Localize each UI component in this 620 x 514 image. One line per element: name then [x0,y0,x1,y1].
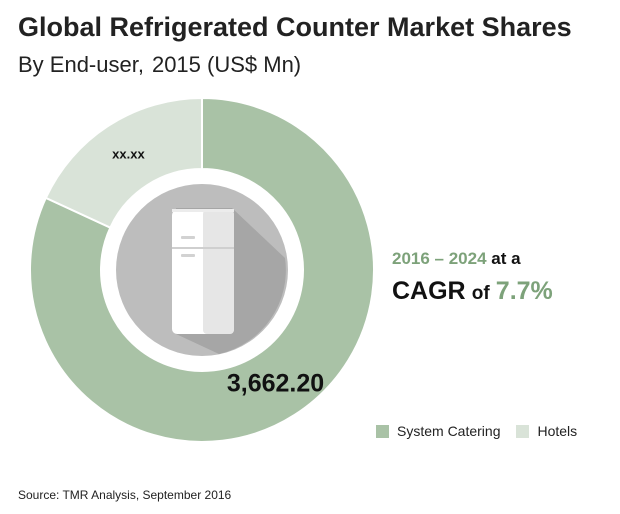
value-labels: 3,662.20 xx.xx [112,146,324,397]
cagr-annotation: 2016 – 2024 at a CAGR of 7.7% [392,248,553,311]
cagr-period: 2016 – 2024 [392,249,487,268]
slice-system-catering [29,96,375,443]
refrigerator-icon [116,184,288,356]
value-label-system-catering: 3,662.20 [227,370,324,398]
cagr-of: of [471,283,490,304]
subtitle-part-1: By End-user, [18,52,144,77]
source-note: Source: TMR Analysis, September 2016 [18,488,232,502]
chart-subtitle: By End-user, 2015 (US$ Mn) [18,52,301,78]
chart-title: Global Refrigerated Counter Market Share… [18,12,572,42]
legend-label-system-catering: System Catering [397,423,501,439]
value-label-hotels: xx.xx [112,146,145,161]
donut-slices [29,96,375,443]
cagr-at-a: at a [491,249,521,268]
legend-swatch-system-catering [376,424,389,438]
cagr-value: 7.7% [495,277,553,305]
slice-hotels [44,96,203,229]
legend-swatch-hotels [516,424,530,438]
cagr-label: CAGR [392,277,466,305]
subtitle-part-2: 2015 (US$ Mn) [151,52,302,77]
legend-label-hotels: Hotels [537,423,578,439]
legend-item-hotels: Hotels [516,423,577,439]
chart-legend: System Catering Hotels [376,423,593,439]
legend-item-system-catering: System Catering [376,423,500,439]
